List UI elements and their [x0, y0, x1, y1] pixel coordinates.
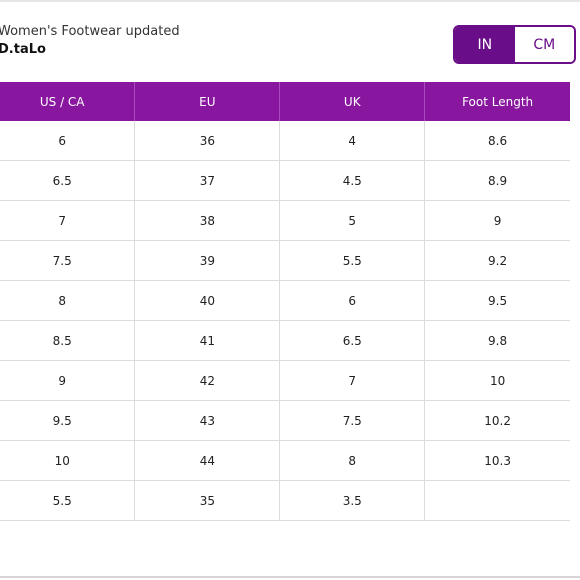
cell-uk: 5.5 — [279, 240, 425, 281]
cell-us-ca: 8.5 — [0, 320, 135, 361]
column-header-uk: UK — [279, 82, 425, 121]
table-row: 8 40 6 9.5 — [0, 280, 570, 321]
table-row: 6 36 4 8.6 — [0, 121, 570, 161]
unit-toggle: IN CM — [453, 25, 576, 64]
cell-uk: 5 — [279, 200, 425, 241]
cell-foot-length: 9.2 — [424, 240, 570, 281]
cell-eu: 35 — [134, 480, 280, 521]
cell-eu: 43 — [134, 400, 280, 441]
cell-foot-length: 10.3 — [424, 440, 570, 481]
cell-uk: 4 — [279, 121, 425, 161]
table-row: 8.5 41 6.5 9.8 — [0, 320, 570, 361]
cell-us-ca: 10 — [0, 440, 135, 481]
cell-uk: 6.5 — [279, 320, 425, 361]
cell-eu: 42 — [134, 360, 280, 401]
cell-uk: 8 — [279, 440, 425, 481]
cell-foot-length: 9.5 — [424, 280, 570, 321]
column-header-foot-length: Foot Length — [424, 82, 570, 121]
cell-eu: 40 — [134, 280, 280, 321]
cell-us-ca: 9.5 — [0, 400, 135, 441]
cell-us-ca: 6 — [0, 121, 135, 161]
cell-eu: 41 — [134, 320, 280, 361]
unit-cm-button[interactable]: CM — [514, 27, 574, 62]
cell-eu: 38 — [134, 200, 280, 241]
cell-foot-length: 9.8 — [424, 320, 570, 361]
table-body: 6 36 4 8.6 6.5 37 4.5 8.9 7 38 5 9 7.5 39 5.5 9.2 8 40 6 9.… — [0, 121, 570, 521]
table-row: 9.5 43 7.5 10.2 — [0, 400, 570, 441]
table-row: 7 38 5 9 — [0, 200, 570, 241]
cell-uk: 4.5 — [279, 160, 425, 201]
size-chart-table: US / CA EU UK Foot Length 6 36 4 8.6 6.5 37 4.… — [0, 82, 570, 521]
cell-uk: 6 — [279, 280, 425, 321]
table-header-row: US / CA EU UK Foot Length — [0, 82, 570, 121]
cell-foot-length: 10 — [424, 360, 570, 401]
top-divider — [0, 0, 580, 2]
cell-foot-length: 10.2 — [424, 400, 570, 441]
column-header-eu: EU — [134, 82, 280, 121]
cell-us-ca: 7 — [0, 200, 135, 241]
cell-foot-length: 8.9 — [424, 160, 570, 201]
cell-us-ca: 5.5 — [0, 480, 135, 521]
cell-eu: 36 — [134, 121, 280, 161]
cell-eu: 39 — [134, 240, 280, 281]
cell-us-ca: 6.5 — [0, 160, 135, 201]
cell-uk: 3.5 — [279, 480, 425, 521]
column-header-us-ca: US / CA — [0, 82, 135, 121]
cell-foot-length: 8.6 — [424, 121, 570, 161]
cell-uk: 7 — [279, 360, 425, 401]
cell-eu: 37 — [134, 160, 280, 201]
cell-foot-length: 9 — [424, 200, 570, 241]
table-row: 5.5 35 3.5 — [0, 480, 570, 521]
cell-foot-length — [424, 480, 570, 521]
table-row: 7.5 39 5.5 9.2 — [0, 240, 570, 281]
cell-us-ca: 9 — [0, 360, 135, 401]
cell-eu: 44 — [134, 440, 280, 481]
cell-uk: 7.5 — [279, 400, 425, 441]
cell-us-ca: 7.5 — [0, 240, 135, 281]
table-row: 6.5 37 4.5 8.9 — [0, 160, 570, 201]
unit-in-button[interactable]: IN — [455, 27, 515, 62]
bottom-divider — [0, 576, 580, 578]
cell-us-ca: 8 — [0, 280, 135, 321]
table-row: 10 44 8 10.3 — [0, 440, 570, 481]
table-row: 9 42 7 10 — [0, 360, 570, 401]
chart-subtitle: Women's Footwear updated — [0, 24, 180, 39]
brand-name: D.taLo — [0, 42, 46, 57]
